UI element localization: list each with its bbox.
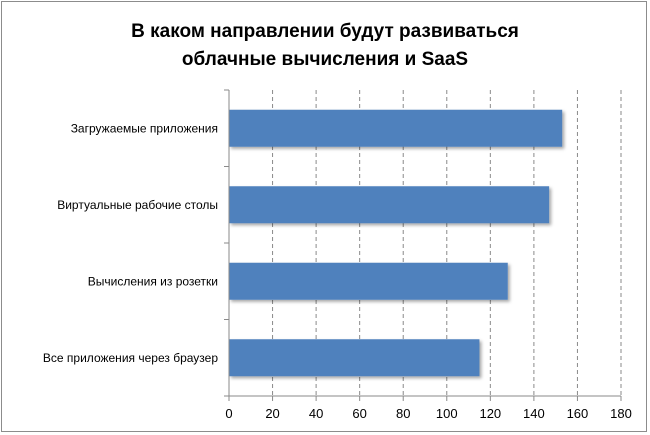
bar-3 (229, 339, 480, 377)
category-labels: Загружаемые приложения Виртуальные рабочи… (43, 121, 218, 365)
x-tick-label-180: 180 (610, 406, 632, 421)
bars (229, 109, 563, 377)
bar-0 (229, 109, 563, 147)
x-tick-label-160: 160 (567, 406, 589, 421)
axes (224, 89, 622, 401)
x-tick-label-80: 80 (396, 406, 410, 421)
chart-title-line-1: В каком направлении будут развиваться (131, 21, 519, 42)
bar-1 (229, 186, 550, 224)
category-label-2: Вычисления из розетки (88, 274, 218, 288)
x-tick-label-60: 60 (352, 406, 366, 421)
chart-title-line-2: облачные вычисления и SaaS (182, 49, 468, 70)
x-tick-label-120: 120 (479, 406, 501, 421)
category-label-3: Все приложения через браузер (43, 351, 218, 365)
category-label-0: Загружаемые приложения (71, 121, 218, 135)
tick-labels: 0 20 40 60 80 100 120 140 160 180 (225, 406, 631, 421)
category-label-1: Виртуальные рабочие столы (57, 198, 218, 212)
x-tick-label-140: 140 (523, 406, 545, 421)
x-tick-label-100: 100 (436, 406, 458, 421)
bar-2 (229, 262, 508, 300)
x-tick-label-20: 20 (265, 406, 279, 421)
x-tick-label-40: 40 (309, 406, 323, 421)
x-tick-label-0: 0 (225, 406, 232, 421)
